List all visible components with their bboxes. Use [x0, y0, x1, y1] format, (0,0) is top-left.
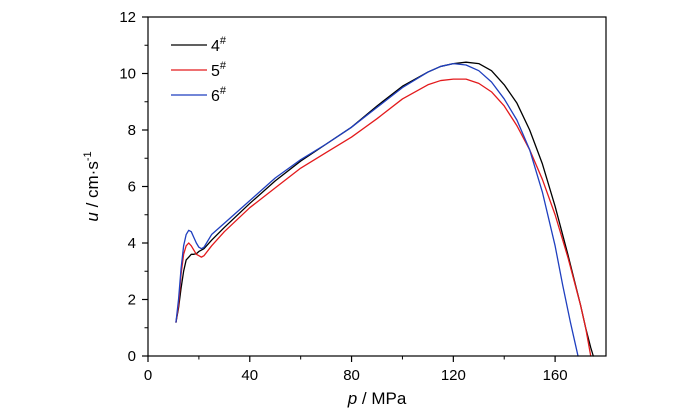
x-tick-label: 40 [241, 367, 258, 384]
y-tick-label: 2 [128, 292, 136, 309]
y-axis-unit: / cm·s [83, 161, 102, 212]
y-axis-title: u / cm·s-1 [82, 151, 102, 221]
y-tick-label: 12 [119, 9, 136, 26]
y-axis-unit-superscript: -1 [82, 151, 94, 161]
y-tick-label: 4 [128, 235, 136, 252]
legend: 4# 5# 6# [171, 35, 227, 105]
x-tick-label: 0 [144, 367, 152, 384]
y-tick-label: 8 [128, 122, 136, 139]
y-tick-label: 6 [128, 179, 136, 196]
y-axis-variable: u [83, 212, 102, 222]
legend-label-6: 6# [211, 85, 227, 105]
series-line-5 [175, 78, 592, 357]
series-line-6 [175, 62, 579, 357]
y-tick-label: 0 [128, 348, 136, 365]
x-axis-variable: p [347, 389, 357, 408]
x-tick-label: 80 [343, 367, 360, 384]
x-tick-label: 160 [543, 367, 568, 384]
series-line-4 [175, 61, 594, 357]
x-tick-label: 120 [441, 367, 466, 384]
x-axis-unit: / MPa [357, 389, 407, 408]
y-tick-label: 10 [119, 66, 136, 83]
legend-label-5: 5# [211, 60, 227, 80]
x-axis-title: p / MPa [347, 389, 407, 408]
legend-label-4: 4# [211, 35, 227, 55]
